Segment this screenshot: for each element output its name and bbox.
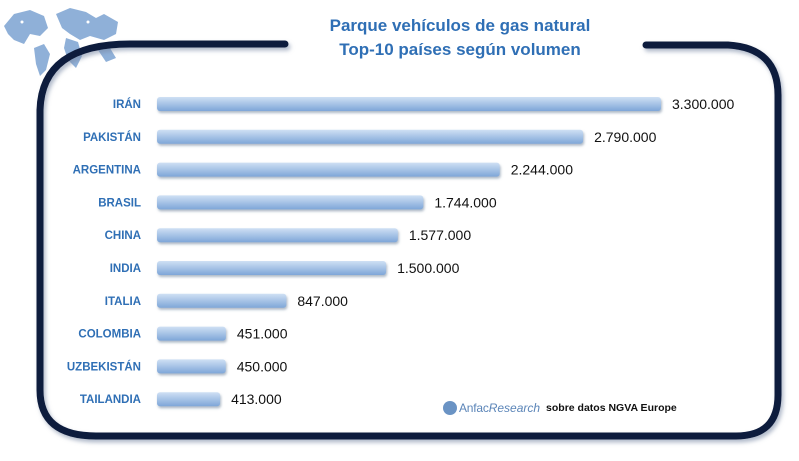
value-label: 847.000 xyxy=(297,293,348,309)
bar xyxy=(157,326,226,341)
bars-group: IRÁN 3.300.000 PAKISTÁN 2.790.000 ARGENTINA 2… xyxy=(67,96,735,407)
chart-title: Parque vehículos de gas natural xyxy=(329,16,591,35)
chart-subtitle: Top-10 países según volumen xyxy=(339,40,581,59)
credit-brand: AnfacResearch xyxy=(459,401,540,415)
bar xyxy=(157,162,500,177)
value-label: 2.244.000 xyxy=(511,162,573,178)
value-label: 3.300.000 xyxy=(672,96,734,112)
credit-source: sobre datos NGVA Europe xyxy=(546,402,677,414)
value-label: 1.500.000 xyxy=(397,260,459,276)
bar xyxy=(157,129,584,144)
category-label: CHINA xyxy=(105,230,141,242)
category-label: COLOMBIA xyxy=(78,329,141,341)
credit-brand-suffix: Research xyxy=(488,401,541,415)
value-label: 450.000 xyxy=(237,358,288,374)
bar xyxy=(157,359,226,374)
category-label: ITALIA xyxy=(105,296,141,308)
bar xyxy=(157,228,398,243)
anfac-logo-icon xyxy=(443,401,457,415)
chart-title-block: Parque vehículos de gas natural Top-10 p… xyxy=(282,14,638,62)
category-label: INDIA xyxy=(110,263,141,275)
credit-line: AnfacResearch sobre datos NGVA Europe xyxy=(443,398,677,418)
category-label: UZBEKISTÁN xyxy=(67,360,141,373)
value-label: 1.577.000 xyxy=(409,227,471,243)
value-label: 413.000 xyxy=(231,391,282,407)
bar xyxy=(157,195,424,210)
bar xyxy=(157,392,221,407)
bar xyxy=(157,261,387,275)
category-label: BRASIL xyxy=(98,197,141,209)
world-map-icon xyxy=(4,8,118,76)
credit-brand-prefix: Anfac xyxy=(459,401,489,415)
value-label: 2.790.000 xyxy=(594,129,656,145)
category-label: IRÁN xyxy=(113,98,141,111)
category-label: ARGENTINA xyxy=(73,165,141,177)
value-label: 1.744.000 xyxy=(434,194,496,210)
category-label: TAILANDIA xyxy=(80,394,141,406)
bar xyxy=(157,97,661,111)
chart-frame xyxy=(36,40,782,440)
category-label: PAKISTÁN xyxy=(83,131,141,144)
bar xyxy=(157,293,287,308)
value-label: 451.000 xyxy=(237,326,288,342)
